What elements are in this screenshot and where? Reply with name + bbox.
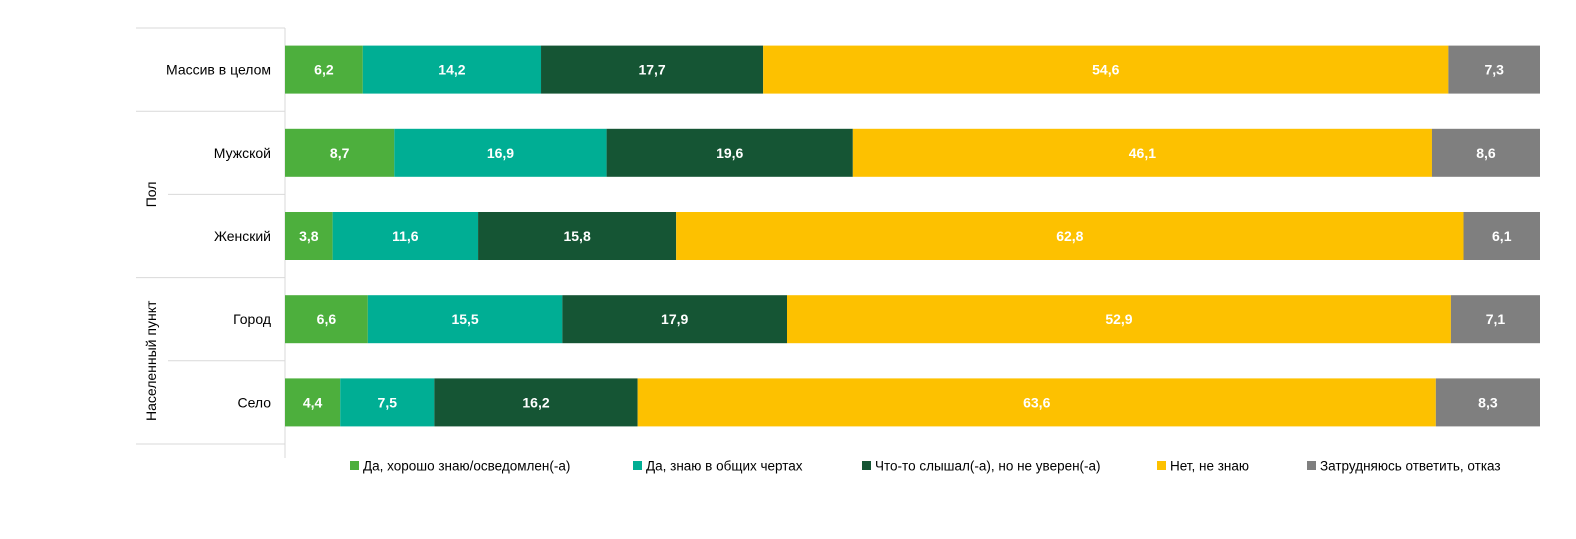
data-label-массив-в-целом-series-3: 17,7: [638, 62, 665, 78]
data-label-мужской-series-5: 8,6: [1476, 145, 1496, 161]
bar-женский-series-1: [285, 212, 333, 260]
legend-label-1: Да, хорошо знаю/осведомлен(-а): [363, 459, 570, 474]
bar-женский-series-2: [332, 212, 479, 260]
legend-label-2: Да, знаю в общих чертах: [646, 459, 803, 474]
bar-село-series-4: [637, 378, 1436, 427]
group-label-населенный-пункт: Населенный пункт: [143, 300, 159, 421]
bar-массив-в-целом-series-1: [285, 45, 363, 94]
bar-массив-в-целом-series-4: [763, 45, 1449, 94]
data-label-мужской-series-1: 8,7: [330, 145, 350, 161]
legend-swatch-2: [633, 461, 642, 470]
legend-swatch-1: [350, 461, 359, 470]
data-label-мужской-series-4: 46,1: [1129, 145, 1156, 161]
bar-массив-в-целом-series-5: [1448, 45, 1540, 94]
bar-мужской-series-5: [1431, 128, 1540, 177]
data-label-город-series-1: 6,6: [317, 311, 337, 327]
legend-swatch-4: [1157, 461, 1166, 470]
data-label-женский-series-3: 15,8: [563, 228, 590, 244]
legend-swatch-3: [862, 461, 871, 470]
bar-мужской-series-2: [394, 128, 607, 177]
legend: Да, хорошо знаю/осведомлен(-а) Да, знаю в…: [350, 459, 1501, 474]
category-label-женский: Женский: [214, 228, 271, 244]
bar-город-series-2: [367, 295, 563, 344]
data-label-массив-в-целом-series-4: 54,6: [1092, 62, 1119, 78]
data-label-женский-series-5: 6,1: [1492, 228, 1512, 244]
category-label-село: Село: [237, 394, 271, 410]
data-label-село-series-5: 8,3: [1478, 394, 1498, 410]
data-label-массив-в-целом-series-2: 14,2: [438, 62, 465, 78]
data-label-массив-в-целом-series-5: 7,3: [1484, 62, 1504, 78]
bar-массив-в-целом-series-2: [362, 45, 542, 94]
bar-село-series-5: [1435, 378, 1540, 427]
data-label-массив-в-целом-series-1: 6,2: [314, 62, 334, 78]
data-label-женский-series-1: 3,8: [299, 228, 319, 244]
legend-label-4: Нет, не знаю: [1170, 459, 1249, 474]
bar-село-series-2: [340, 378, 435, 427]
legend-swatch-5: [1307, 461, 1316, 470]
plot-area: 6,2 14,2 17,7 54,6 7,3 8,7 16,9 19,6 46,1 8,6 3,8 1…: [285, 45, 1540, 427]
category-label-мужской: Мужской: [214, 145, 271, 161]
data-label-женский-series-4: 62,8: [1056, 228, 1083, 244]
data-label-город-series-2: 15,5: [451, 311, 478, 327]
legend-label-3: Что-то слышал(-а), но не уверен(-а): [875, 459, 1101, 474]
bar-село-series-3: [434, 378, 638, 427]
data-label-село-series-2: 7,5: [378, 394, 398, 410]
legend-label-5: Затрудняюсь ответить, отказ: [1320, 459, 1501, 474]
category-label-массив-в-целом: Массив в целом: [166, 62, 271, 78]
data-label-село-series-3: 16,2: [522, 394, 549, 410]
data-label-город-series-3: 17,9: [661, 311, 688, 327]
data-label-город-series-4: 52,9: [1105, 311, 1132, 327]
bar-город-series-1: [285, 295, 368, 344]
bar-женский-series-3: [478, 212, 677, 260]
group-label-пол: Пол: [143, 182, 159, 208]
data-label-село-series-4: 63,6: [1023, 394, 1050, 410]
bar-город-series-4: [787, 295, 1451, 344]
data-label-город-series-5: 7,1: [1486, 311, 1506, 327]
data-label-женский-series-2: 11,6: [392, 228, 419, 244]
data-label-село-series-1: 4,4: [303, 394, 323, 410]
bar-мужской-series-1: [285, 128, 395, 177]
data-label-мужской-series-2: 16,9: [487, 145, 514, 161]
bar-массив-в-целом-series-3: [541, 45, 764, 94]
bar-женский-series-5: [1463, 212, 1540, 260]
category-axis: Пол Населенный пункт Массив в целом Мужской…: [136, 27, 286, 458]
bar-женский-series-4: [676, 212, 1464, 260]
bar-село-series-1: [285, 378, 341, 427]
category-label-город: Город: [233, 311, 271, 327]
bar-город-series-5: [1450, 295, 1540, 344]
bar-мужской-series-4: [852, 128, 1432, 177]
data-label-мужской-series-3: 19,6: [716, 145, 743, 161]
bar-город-series-3: [562, 295, 787, 344]
bar-мужской-series-3: [606, 128, 853, 177]
